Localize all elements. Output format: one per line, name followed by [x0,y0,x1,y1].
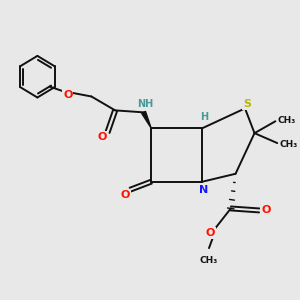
Text: NH: NH [137,99,154,110]
Text: N: N [199,184,208,195]
Polygon shape [142,111,151,128]
Text: H: H [200,112,208,122]
Text: O: O [63,89,72,100]
Text: O: O [97,132,106,142]
Text: O: O [121,190,130,200]
Text: CH₃: CH₃ [200,256,218,265]
Text: O: O [205,228,214,238]
Text: S: S [243,99,251,110]
Text: O: O [261,206,271,215]
Text: CH₃: CH₃ [279,140,297,148]
Text: CH₃: CH₃ [277,116,296,125]
